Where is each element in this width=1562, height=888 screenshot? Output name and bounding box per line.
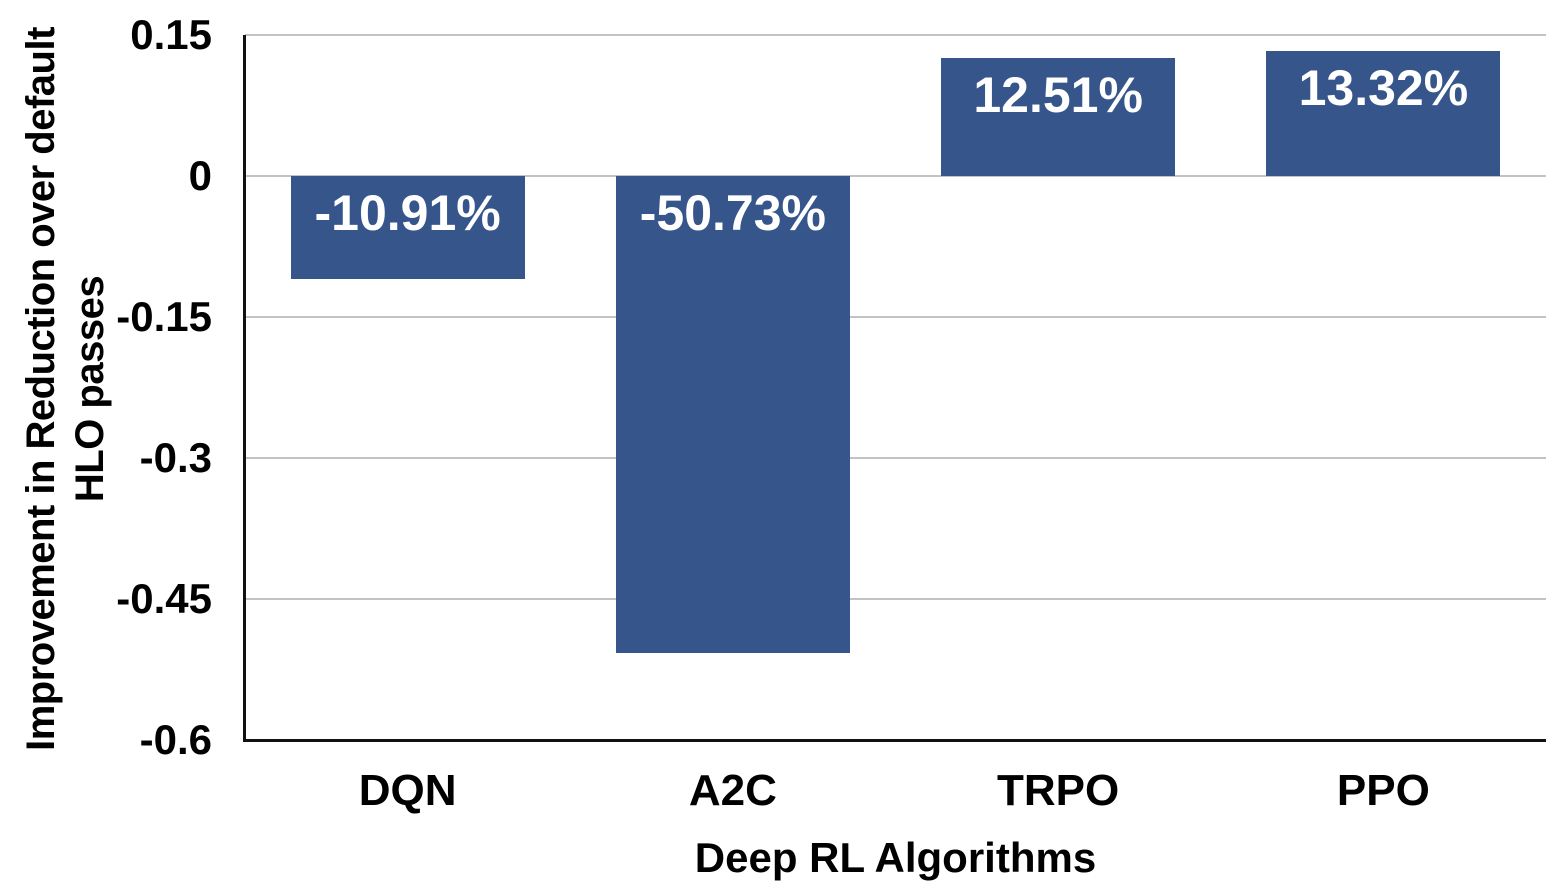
y-tick-label--0.15: -0.15: [116, 293, 212, 340]
bar-TRPO: [941, 58, 1176, 176]
x-category-label-A2C: A2C: [688, 766, 777, 815]
gridline--0.45: [245, 598, 1546, 600]
y-axis-title-line1: Improvement in Reduction over default: [19, 26, 63, 751]
gridline-0.15: [245, 34, 1546, 36]
x-axis-line: [243, 739, 1546, 742]
bar-value-label-A2C: -50.73%: [639, 185, 826, 241]
gridline--0.15: [245, 316, 1546, 318]
y-tick-label-0: 0: [188, 152, 212, 199]
y-axis-title-line2: HLO passes: [68, 275, 112, 502]
gridline-0: [245, 175, 1546, 177]
bar-A2C: [615, 176, 850, 653]
bar-value-label-DQN: -10.91%: [314, 185, 501, 241]
x-category-label-DQN: DQN: [358, 766, 457, 815]
y-axis-title: Improvement in Reduction over default HL…: [17, 27, 115, 751]
x-category-label-TRPO: TRPO: [997, 766, 1120, 815]
y-tick-label--0.3: -0.3: [139, 434, 212, 481]
y-axis-line: [243, 35, 246, 742]
bar-value-label-TRPO: 12.51%: [973, 67, 1143, 124]
y-tick-label--0.45: -0.45: [116, 575, 212, 622]
x-category-label-PPO: PPO: [1336, 766, 1430, 815]
x-axis-title: Deep RL Algorithms: [694, 834, 1097, 881]
y-tick-label-0.15: 0.15: [130, 11, 212, 58]
gridline--0.3: [245, 457, 1546, 459]
bar-PPO: [1266, 50, 1501, 176]
y-tick-label--0.6: -0.6: [139, 716, 212, 763]
bar-value-label-PPO: 13.32%: [1298, 59, 1469, 116]
bar-DQN: [290, 176, 525, 279]
